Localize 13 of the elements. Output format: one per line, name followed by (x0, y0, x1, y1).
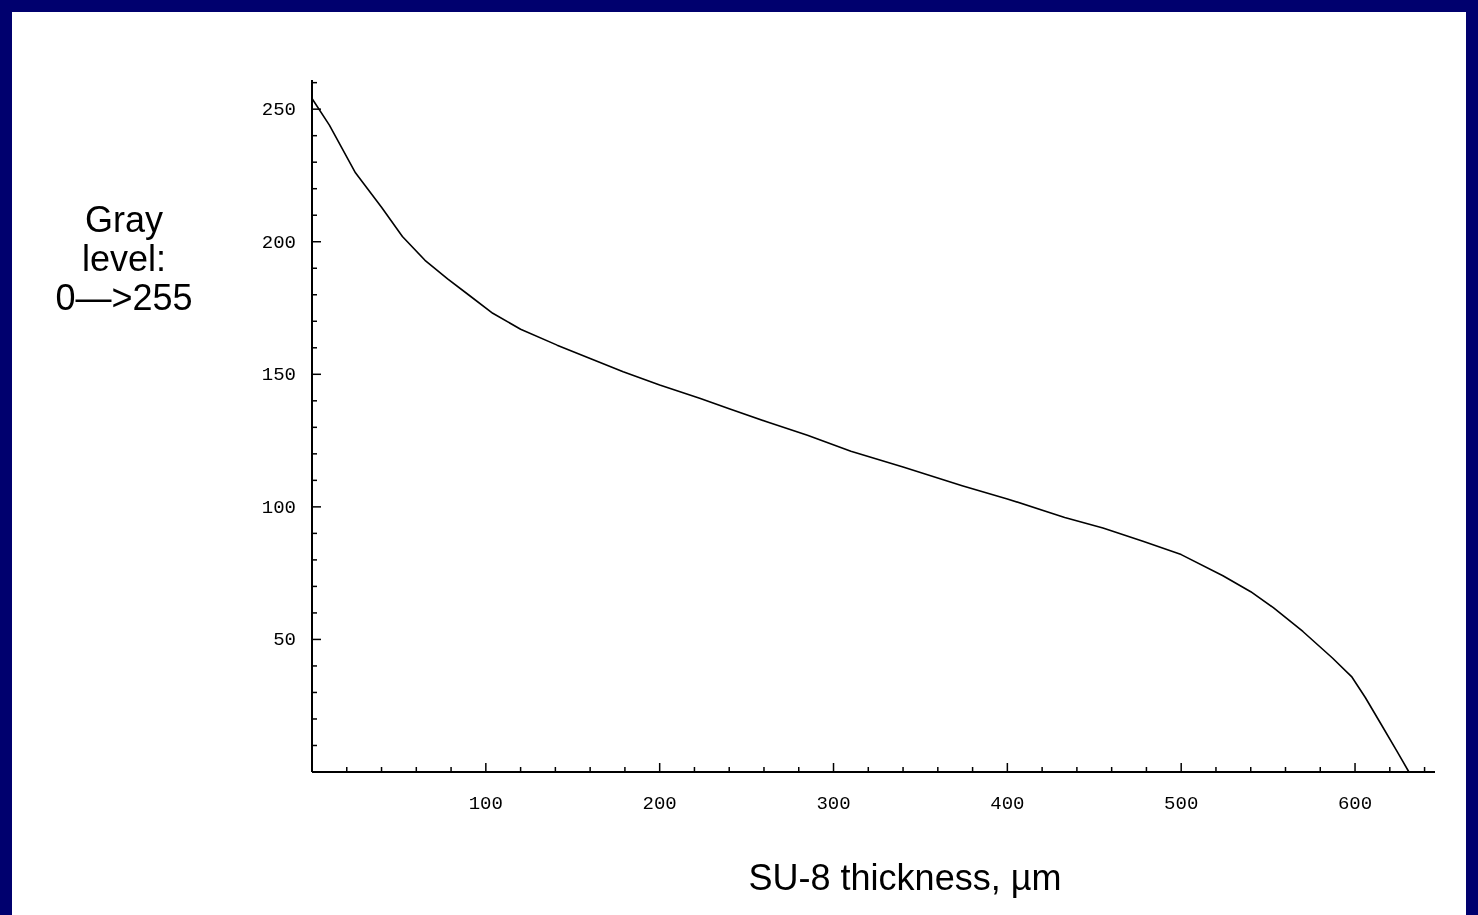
y-tick-label: 150 (261, 364, 296, 387)
y-tick-label: 50 (273, 629, 296, 652)
y-axis-title: Gray level: 0—>255 (55, 199, 193, 318)
x-axis-title: SU-8 thickness, µm (748, 857, 1062, 898)
y-tick-label: 100 (261, 496, 296, 519)
x-tick-label: 600 (1337, 793, 1373, 815)
x-tick-label: 200 (642, 793, 677, 815)
x-tick-label: 400 (990, 793, 1025, 815)
x-tick-label: 500 (1164, 793, 1199, 815)
x-tick-label: 100 (468, 793, 503, 815)
x-tick-label: 300 (816, 793, 851, 815)
y-tick-label: 250 (261, 99, 296, 122)
y-tick-label: 200 (261, 231, 296, 254)
